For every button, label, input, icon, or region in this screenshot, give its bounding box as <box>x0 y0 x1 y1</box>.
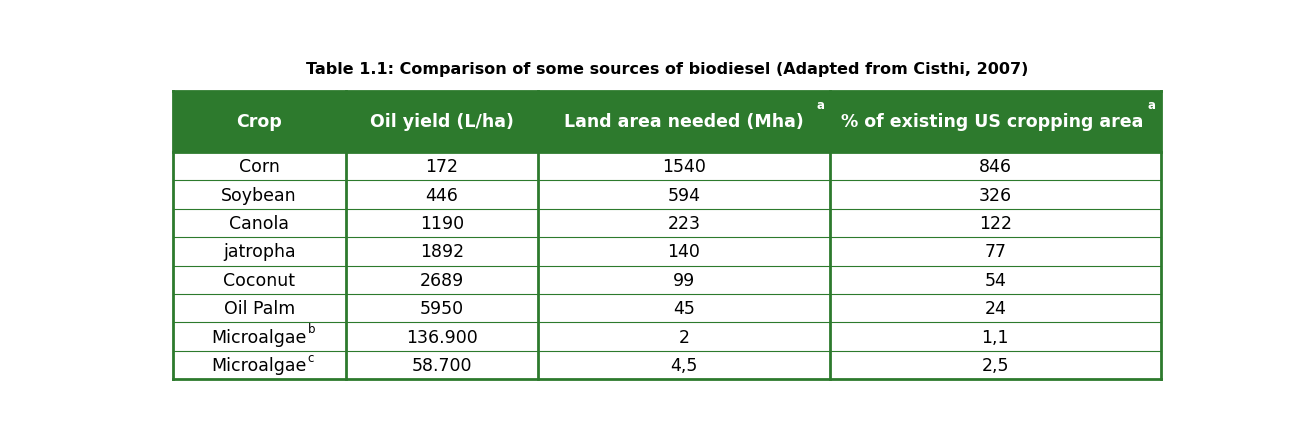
Bar <box>173 91 346 153</box>
Text: 24: 24 <box>985 300 1006 317</box>
Text: a: a <box>817 98 825 111</box>
Bar <box>539 153 830 181</box>
Text: Table 1.1: Comparison of some sources of biodiesel (Adapted from Cisthi, 2007): Table 1.1: Comparison of some sources of… <box>306 61 1028 77</box>
Text: 1,1: 1,1 <box>981 328 1010 346</box>
Bar <box>346 153 539 181</box>
Text: 594: 594 <box>667 186 700 204</box>
Bar <box>830 295 1160 322</box>
Bar <box>173 266 346 295</box>
Text: a: a <box>1147 98 1155 111</box>
Bar <box>346 238 539 266</box>
Bar <box>830 322 1160 351</box>
Bar <box>173 238 346 266</box>
Text: 99: 99 <box>673 271 695 289</box>
Text: 2,5: 2,5 <box>981 356 1010 374</box>
Text: Canola: Canola <box>229 215 289 233</box>
Text: Oil yield (L/ha): Oil yield (L/ha) <box>369 113 514 131</box>
Bar <box>173 322 346 351</box>
Bar <box>346 266 539 295</box>
Bar <box>173 351 346 379</box>
Bar <box>173 295 346 322</box>
Text: c: c <box>307 351 314 364</box>
Bar <box>830 351 1160 379</box>
Bar <box>346 322 539 351</box>
Text: 77: 77 <box>985 243 1006 261</box>
Text: Land area needed (Mha): Land area needed (Mha) <box>565 113 804 131</box>
Text: Microalgae: Microalgae <box>212 356 307 374</box>
Bar <box>539 209 830 238</box>
Bar <box>539 266 830 295</box>
Text: Crop: Crop <box>237 113 282 131</box>
Bar <box>539 91 830 153</box>
Bar <box>830 266 1160 295</box>
Text: 58.700: 58.700 <box>411 356 472 374</box>
Text: 122: 122 <box>978 215 1012 233</box>
Text: 846: 846 <box>978 158 1012 176</box>
Text: Corn: Corn <box>238 158 280 176</box>
Text: 2689: 2689 <box>420 271 464 289</box>
Bar <box>539 181 830 209</box>
Bar <box>346 351 539 379</box>
Text: 1190: 1190 <box>420 215 464 233</box>
Text: 1540: 1540 <box>662 158 706 176</box>
Bar <box>539 295 830 322</box>
Text: 45: 45 <box>673 300 695 317</box>
Bar <box>830 181 1160 209</box>
Bar <box>346 209 539 238</box>
Text: Coconut: Coconut <box>224 271 295 289</box>
Bar <box>346 91 539 153</box>
Bar <box>173 209 346 238</box>
Bar <box>830 91 1160 153</box>
Bar <box>539 322 830 351</box>
Text: 54: 54 <box>985 271 1006 289</box>
Bar <box>539 238 830 266</box>
Text: 446: 446 <box>425 186 458 204</box>
Text: 140: 140 <box>667 243 700 261</box>
Text: 172: 172 <box>425 158 458 176</box>
Text: 326: 326 <box>978 186 1012 204</box>
Text: Soybean: Soybean <box>221 186 297 204</box>
Bar <box>830 238 1160 266</box>
Text: jatropha: jatropha <box>222 243 295 261</box>
Bar <box>346 295 539 322</box>
Text: Microalgae: Microalgae <box>212 328 307 346</box>
Text: 2: 2 <box>679 328 690 346</box>
Text: 136.900: 136.900 <box>406 328 477 346</box>
Text: 223: 223 <box>667 215 700 233</box>
Bar <box>830 153 1160 181</box>
Bar <box>539 351 830 379</box>
Text: % of existing US cropping area: % of existing US cropping area <box>842 113 1150 131</box>
Text: b: b <box>307 322 315 335</box>
Bar <box>830 209 1160 238</box>
Bar <box>173 153 346 181</box>
Bar <box>346 181 539 209</box>
Text: 4,5: 4,5 <box>670 356 697 374</box>
Bar <box>173 181 346 209</box>
Text: Oil Palm: Oil Palm <box>224 300 295 317</box>
Text: 5950: 5950 <box>420 300 464 317</box>
Text: 1892: 1892 <box>420 243 464 261</box>
